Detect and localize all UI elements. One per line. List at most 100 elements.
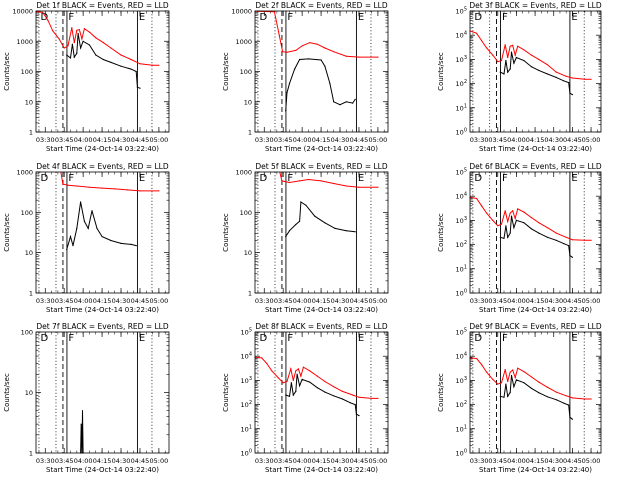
y-tick-label: 1000 <box>16 169 33 177</box>
series-point <box>285 394 287 396</box>
series-point <box>510 215 513 217</box>
y-tick-label: 10 <box>25 389 33 397</box>
series-point <box>72 245 74 247</box>
series-point <box>95 54 97 56</box>
series-point <box>546 73 549 75</box>
x-tick-label: 04:15 <box>93 136 112 144</box>
y-tick-label: 105 <box>456 328 467 337</box>
x-tick-label: 04:00 <box>293 457 312 465</box>
series-point <box>492 378 494 380</box>
series-point <box>309 42 311 44</box>
series-point <box>571 256 574 258</box>
x-tick-label: 04:45 <box>131 297 150 305</box>
series-point <box>286 92 288 94</box>
series-point <box>555 391 557 393</box>
series-point <box>517 45 519 47</box>
series-point <box>500 59 503 62</box>
series-point <box>60 172 62 174</box>
series-point <box>295 370 297 372</box>
series-point <box>512 369 514 371</box>
plot-frame <box>35 10 170 133</box>
series-point <box>584 239 586 241</box>
series-point <box>497 383 499 385</box>
x-tick-label: 05:00 <box>369 457 388 465</box>
time-marker-label: D <box>259 173 267 184</box>
time-marker-label: D <box>40 12 48 23</box>
series-point <box>309 381 311 383</box>
time-marker-label: D <box>259 333 267 344</box>
y-tick-label: 105 <box>456 168 467 177</box>
x-tick-label: 04:30 <box>544 457 563 465</box>
x-tick-label: 05:00 <box>150 136 169 144</box>
x-tick-label: 04:30 <box>112 297 131 305</box>
series-point <box>333 51 335 53</box>
time-marker-label: D <box>40 173 48 184</box>
x-tick-label: 04:45 <box>131 457 150 465</box>
series-point <box>339 104 341 106</box>
series-point <box>352 102 354 104</box>
time-marker-label: D <box>259 12 267 23</box>
y-tick-label: 1000 <box>16 38 33 46</box>
x-tick-label: 04:00 <box>293 136 312 144</box>
x-tick-label: 04:45 <box>350 136 369 144</box>
y-tick-label: 1 <box>29 129 33 137</box>
series-point <box>324 391 326 393</box>
x-tick-label: 03:45 <box>488 136 507 144</box>
x-tick-label: 04:45 <box>563 136 582 144</box>
series-point <box>77 32 79 35</box>
plot-frame <box>469 10 602 133</box>
series-point <box>584 398 586 400</box>
series-point <box>509 391 511 393</box>
series-point <box>110 47 112 49</box>
series-point <box>538 222 540 224</box>
series-point <box>555 239 557 241</box>
series-point <box>130 243 132 245</box>
series-point <box>277 377 279 379</box>
series-point <box>69 236 72 238</box>
series-point <box>513 227 515 229</box>
series-point <box>345 185 347 187</box>
x-tick-label: 03:45 <box>274 136 293 144</box>
time-marker-label: E <box>139 173 145 184</box>
x-tick-label: 03:45 <box>488 457 507 465</box>
series-point <box>486 212 488 214</box>
series-point <box>345 230 347 232</box>
series-point <box>530 387 533 389</box>
series-point <box>101 236 103 238</box>
series-point <box>515 219 518 221</box>
series-point <box>481 40 483 42</box>
series-point <box>282 51 284 53</box>
series-point <box>358 415 360 417</box>
x-tick-label: 05:00 <box>150 457 169 465</box>
x-axis-label: Start Time (24-Oct-14 03:22:40) <box>46 466 159 474</box>
y-tick-label: 10 <box>25 249 33 257</box>
series-point <box>305 204 307 206</box>
series-point <box>481 364 483 366</box>
series-point <box>290 382 292 384</box>
series-point <box>88 31 91 33</box>
series-point <box>341 398 344 400</box>
series-line <box>254 10 378 58</box>
y-tick-label: 104 <box>241 352 252 361</box>
x-tick-label: 04:45 <box>563 457 582 465</box>
x-tick-label: 03:30 <box>470 297 489 305</box>
series-point <box>96 227 98 229</box>
series-point <box>324 47 326 49</box>
series-line <box>469 357 592 400</box>
series-point <box>333 386 335 388</box>
series-point <box>476 357 478 360</box>
series-point <box>333 182 335 185</box>
series-point <box>82 40 84 42</box>
series-point <box>76 29 78 31</box>
x-tick-label: 03:45 <box>55 297 74 305</box>
series-point <box>555 232 557 234</box>
series-point <box>139 87 141 89</box>
x-tick-label: 04:15 <box>312 297 331 305</box>
series-point <box>565 395 567 397</box>
y-tick-label: 102 <box>456 400 467 409</box>
series-point <box>88 186 91 188</box>
series-line <box>285 201 356 237</box>
y-tick-label: 105 <box>241 328 252 337</box>
y-tick-label: 100 <box>456 449 467 458</box>
series-point <box>509 45 511 47</box>
